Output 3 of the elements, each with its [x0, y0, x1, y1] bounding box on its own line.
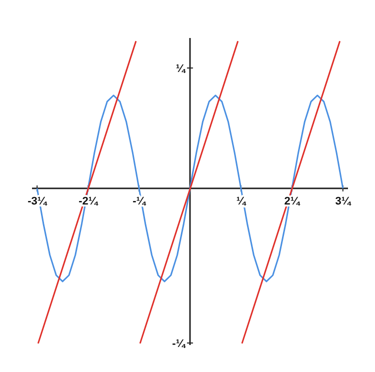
- x-tick-label: 3¼: [335, 195, 352, 208]
- annotation: ¼: [176, 63, 186, 75]
- annotation: -¼: [172, 338, 186, 350]
